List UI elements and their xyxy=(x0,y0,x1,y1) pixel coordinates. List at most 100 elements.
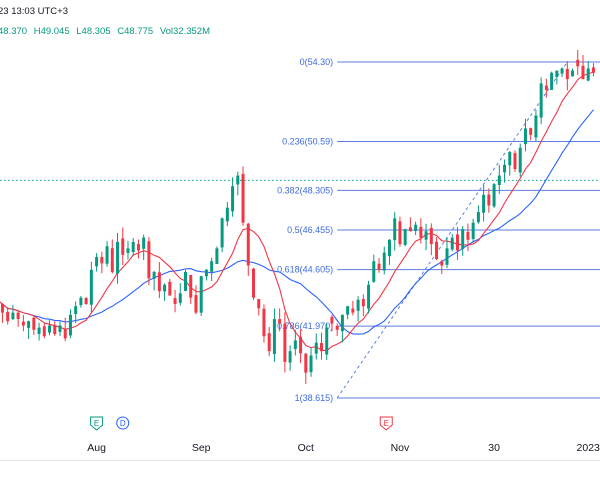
candle-body-up xyxy=(403,229,407,245)
price-chart[interactable]: 0(54.30) 0.236(50.59) 0.382(48.305) 0.5(46.… xyxy=(0,40,600,487)
x-axis-tick-label: Oct xyxy=(298,442,314,454)
candle-body-up xyxy=(152,271,156,279)
high-value: H49.045 xyxy=(33,26,70,37)
candle-body-down xyxy=(147,241,151,279)
candle-body-up xyxy=(414,224,418,231)
fib-level-label: 0.618(44.605) xyxy=(277,265,333,275)
candle-body-down xyxy=(398,221,402,245)
slow-moving-average-line xyxy=(0,109,594,335)
candle-body-up xyxy=(89,269,93,305)
candle-body-down xyxy=(257,299,261,309)
candle-body-up xyxy=(539,83,543,118)
candle-body-up xyxy=(523,128,527,145)
candle-body-up xyxy=(450,237,454,250)
candle-body-up xyxy=(131,241,135,252)
candle-body-up xyxy=(215,248,219,264)
earnings-event-marker xyxy=(90,416,104,431)
candle-body-up xyxy=(445,248,449,265)
x-axis-tick-label: Nov xyxy=(391,442,410,454)
candle-body-down xyxy=(189,275,193,298)
candle-body-down xyxy=(576,59,580,67)
candle-body-down xyxy=(63,328,67,339)
candle-body-up xyxy=(204,269,208,277)
candle-body-down xyxy=(0,304,4,313)
candle-body-up xyxy=(48,325,52,333)
candle-body-down xyxy=(136,244,140,251)
candle-body-down xyxy=(110,248,114,272)
candle-body-up xyxy=(497,175,501,186)
candle-body-up xyxy=(461,229,465,249)
candle-body-up xyxy=(482,194,486,213)
candle-body-down xyxy=(377,263,381,270)
candle-body-up xyxy=(288,351,292,363)
candle-body-up xyxy=(356,299,360,311)
candle-body-up xyxy=(225,207,229,222)
candle-body-down xyxy=(440,261,444,266)
candle-body-down xyxy=(529,128,533,135)
candle-body-up xyxy=(68,314,72,336)
candle-body-down xyxy=(84,298,88,305)
candle-body-down xyxy=(299,336,303,354)
candle-body-down xyxy=(32,317,36,330)
candle-body-down xyxy=(194,295,198,313)
candle-body-down xyxy=(466,231,470,240)
x-axis-tick-label: 30 xyxy=(488,442,500,454)
candle-body-up xyxy=(210,261,214,272)
candle-body-down xyxy=(241,173,245,223)
candle-body-down xyxy=(121,238,125,255)
candle-body-up xyxy=(424,231,428,240)
candle-body-down xyxy=(168,281,172,296)
candle-body-up xyxy=(163,284,167,292)
candle-body-up xyxy=(382,252,386,271)
candle-body-down xyxy=(565,68,569,80)
candle-body-down xyxy=(487,194,491,206)
candle-body-down xyxy=(246,223,250,266)
fib-level-label: 1(38.615) xyxy=(295,393,334,403)
candle-body-down xyxy=(435,241,439,260)
candle-body-up xyxy=(586,68,590,81)
candle-body-up xyxy=(27,321,31,328)
candle-body-up xyxy=(492,184,496,207)
candle-body-down xyxy=(21,321,25,326)
candle-body-up xyxy=(393,218,397,241)
candle-body-up xyxy=(178,293,182,303)
close-value: C48.775 xyxy=(117,26,154,37)
candle-body-up xyxy=(184,271,188,291)
candle-body-down xyxy=(16,312,20,320)
candle-body-up xyxy=(476,211,480,223)
earnings-event-marker xyxy=(379,416,393,431)
fib-level-label: 0.382(48.305) xyxy=(277,185,333,195)
candle-body-up xyxy=(293,340,297,350)
x-axis-tick-label: Aug xyxy=(87,442,106,454)
candle-body-up xyxy=(58,325,62,333)
candle-body-down xyxy=(335,325,339,330)
candle-body-down xyxy=(304,353,308,373)
candle-body-down xyxy=(581,65,585,80)
open-value: 48.370 xyxy=(0,26,28,37)
candle-body-down xyxy=(351,308,355,313)
candle-body-up xyxy=(471,222,475,239)
candle-body-up xyxy=(199,276,203,313)
candle-body-down xyxy=(6,311,10,322)
candle-body-down xyxy=(419,226,423,238)
candle-body-up xyxy=(387,239,391,257)
candle-body-down xyxy=(429,227,433,245)
candle-body-down xyxy=(513,153,517,170)
candle-body-up xyxy=(372,261,376,282)
candle-body-down xyxy=(267,333,271,352)
fib-level-label: 0.786(41.970) xyxy=(277,321,333,331)
candle-body-up xyxy=(220,218,224,248)
candle-body-up xyxy=(105,246,109,264)
candle-body-up xyxy=(236,175,240,185)
candle-body-up xyxy=(272,319,276,355)
candle-body-down xyxy=(361,299,365,307)
time-axis-border xyxy=(0,460,600,461)
candle-body-down xyxy=(591,67,595,73)
candle-body-up xyxy=(231,186,235,212)
candle-body-down xyxy=(42,326,46,337)
chart-header: 23 13:03 UTC+3 48.370 H49.045 L48.305 C4… xyxy=(0,0,600,40)
candle-body-up xyxy=(534,115,538,138)
candle-body-up xyxy=(346,306,350,315)
candle-body-up xyxy=(503,164,507,173)
candle-body-up xyxy=(555,70,559,77)
